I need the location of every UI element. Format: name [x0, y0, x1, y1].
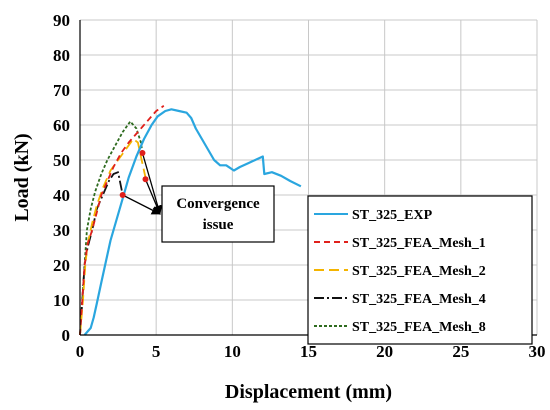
annotation-box: [161, 185, 275, 243]
y-tick-label-9: 90: [53, 11, 70, 30]
legend-label-0: ST_325_EXP: [352, 208, 433, 223]
y-tick-label-4: 40: [53, 186, 70, 205]
x-tick-label-1: 5: [152, 342, 161, 361]
convergence-point-0: [119, 192, 126, 198]
legend: ST_325_EXP ST_325_FEA_Mesh_1 ST_325_FEA_Me…: [307, 195, 533, 345]
y-tick-label-6: 60: [53, 116, 70, 135]
annotation-text-line-1: issue: [203, 217, 234, 233]
y-tick-label-3: 30: [53, 221, 70, 240]
x-tick-label-3: 15: [300, 342, 317, 361]
y-tick-label-7: 70: [53, 81, 70, 100]
annotation-arrow-2: [141, 152, 163, 215]
x-tick-label-4: 20: [376, 342, 393, 361]
convergence-point-2: [139, 150, 146, 156]
gridlines: [80, 19, 538, 335]
legend-label-3: ST_325_FEA_Mesh_4: [352, 292, 486, 307]
series-layer: [79, 105, 302, 336]
tick-labels: 0 5 10 15 20 25 30 0 10 20 30 40 50 60 70 80 90: [53, 11, 546, 361]
legend-label-2: ST_325_FEA_Mesh_2: [352, 264, 486, 279]
series-line-2: [79, 138, 147, 336]
series-line-0: [83, 108, 302, 336]
y-tick-label-2: 20: [53, 256, 70, 275]
x-tick-label-5: 25: [452, 342, 469, 361]
y-tick-label-8: 80: [53, 46, 70, 65]
legend-label-1: ST_325_FEA_Mesh_1: [352, 236, 486, 251]
y-tick-label-5: 50: [53, 151, 70, 170]
y-tick-label-1: 10: [53, 291, 70, 310]
y-tick-label-0: 0: [62, 326, 71, 345]
x-tick-label-0: 0: [76, 342, 85, 361]
y-axis-title: Load (kN): [11, 133, 33, 221]
x-tick-label-2: 10: [224, 342, 241, 361]
x-tick-label-6: 30: [529, 342, 546, 361]
legend-label-4: ST_325_FEA_Mesh_8: [352, 320, 486, 335]
annotation-text-line-0: Convergence: [176, 196, 260, 212]
x-axis-title: Displacement (mm): [225, 381, 392, 403]
convergence-point-1: [142, 176, 149, 183]
convergence-annotation: Convergence issue: [119, 150, 275, 243]
series-line-1: [79, 105, 165, 336]
